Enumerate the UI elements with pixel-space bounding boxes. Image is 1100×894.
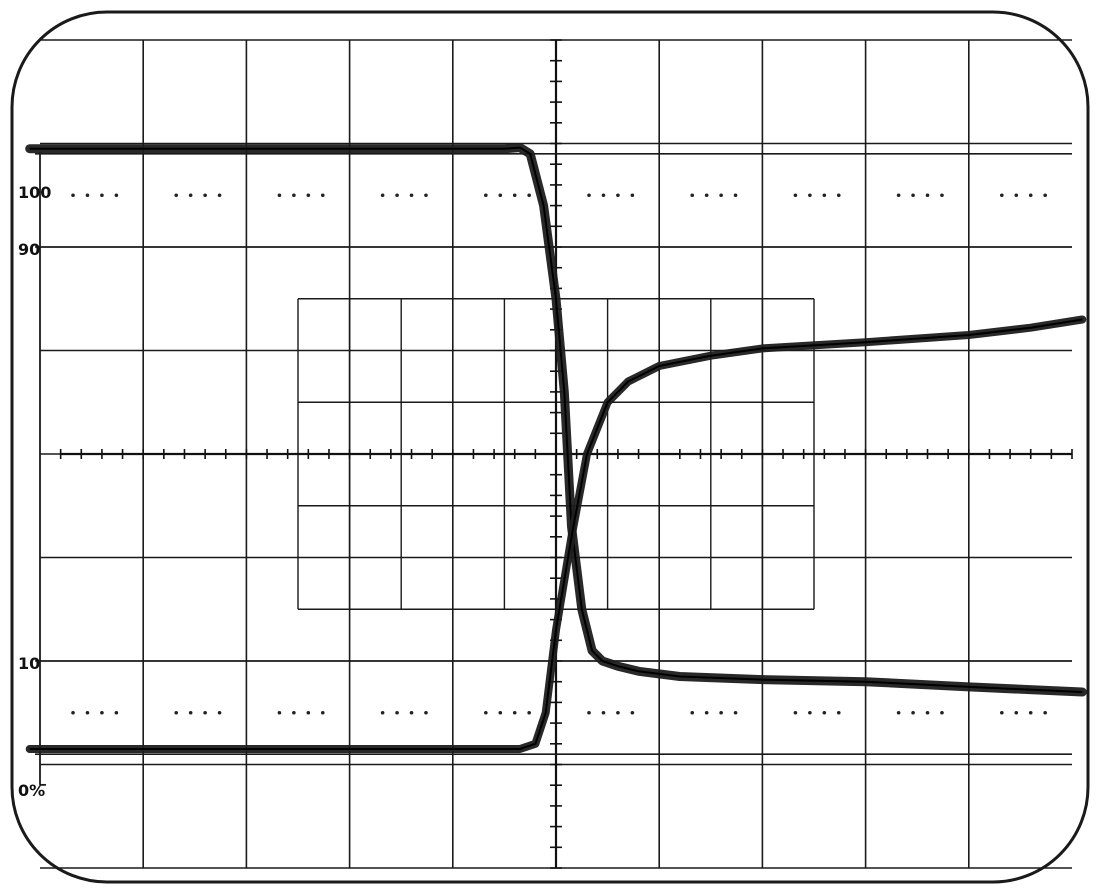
graticule-dot — [911, 193, 915, 198]
graticule-dot — [409, 710, 414, 715]
graticule-dot — [630, 193, 635, 198]
level-label: 0% — [18, 781, 45, 800]
graticule-dot — [896, 710, 901, 715]
graticule-dot — [217, 193, 222, 198]
screen-bezel — [10, 10, 1090, 884]
graticule-dot — [836, 193, 841, 198]
graticule-dot — [733, 710, 738, 715]
graticule-dot — [940, 710, 944, 715]
graticule-dot — [719, 710, 723, 715]
graticule-dot — [1000, 710, 1004, 715]
graticule-dot — [306, 193, 311, 198]
graticule-dot — [306, 710, 311, 715]
traces — [25, 143, 1087, 753]
graticule-dot — [527, 193, 531, 198]
graticule-dot — [498, 193, 503, 198]
dotted-reference-rows — [71, 193, 1047, 715]
graticule-dot — [630, 710, 635, 715]
graticule-dot — [395, 710, 399, 715]
graticule-dot — [822, 710, 827, 715]
graticule-dot — [100, 193, 104, 198]
graticule-dot — [277, 710, 282, 715]
graticule-dot — [174, 710, 179, 715]
graticule-dot — [836, 710, 841, 715]
graticule-dot — [203, 193, 207, 198]
graticule-dot — [616, 710, 620, 715]
level-label: 100 — [18, 183, 51, 202]
graticule-dot — [896, 193, 901, 198]
graticule-dot — [808, 193, 812, 198]
graticule-dot — [616, 193, 620, 198]
trace-core — [29, 146, 1083, 693]
graticule-dot — [1028, 193, 1033, 198]
graticule-dot — [925, 193, 930, 198]
level-labels: 100 90 10 0% — [18, 183, 51, 800]
graticule-dot — [1043, 193, 1047, 198]
graticule-dot — [114, 710, 119, 715]
graticule-dot — [940, 193, 944, 198]
graticule-dot — [424, 710, 428, 715]
graticule-dot — [320, 193, 325, 198]
graticule-dot — [424, 193, 428, 198]
graticule-dot — [188, 193, 193, 198]
graticule-dot — [925, 710, 930, 715]
graticule-dot — [188, 710, 193, 715]
graticule-dot — [587, 710, 591, 715]
graticule-dot — [409, 193, 414, 198]
trace-core — [29, 318, 1083, 750]
graticule-dot — [498, 710, 503, 715]
graticule-dot — [320, 710, 325, 715]
level-label: 90 — [18, 240, 40, 259]
graticule-dot — [587, 193, 591, 198]
graticule-dot — [512, 193, 517, 198]
graticule-dot — [85, 193, 90, 198]
graticule-dot — [71, 193, 75, 198]
graticule-dot — [719, 193, 723, 198]
graticule-dot — [793, 710, 798, 715]
graticule-dot — [527, 710, 531, 715]
graticule-dot — [512, 710, 517, 715]
graticule-dot — [380, 193, 385, 198]
graticule-dot — [292, 710, 296, 715]
graticule-dot — [1028, 710, 1033, 715]
graticule-dot — [601, 193, 606, 198]
graticule-dot — [203, 710, 207, 715]
graticule-dot — [793, 193, 798, 198]
graticule-dot — [217, 710, 222, 715]
graticule-dot — [690, 710, 695, 715]
graticule-dot — [380, 710, 385, 715]
graticule-dot — [395, 193, 399, 198]
graticule-dot — [1043, 710, 1047, 715]
graticule-dot — [1014, 193, 1019, 198]
graticule-dot — [484, 710, 488, 715]
graticule-dot — [704, 193, 709, 198]
graticule-dot — [601, 710, 606, 715]
graticule-dot — [704, 710, 709, 715]
graticule-dot — [733, 193, 738, 198]
graticule-dot — [174, 193, 179, 198]
graticule-dot — [85, 710, 90, 715]
graticule-dot — [1000, 193, 1004, 198]
graticule-dot — [911, 710, 915, 715]
graticule-dot — [484, 193, 488, 198]
graticule-dot — [100, 710, 104, 715]
graticule-dot — [822, 193, 827, 198]
graticule-dot — [292, 193, 296, 198]
graticule-dot — [1014, 710, 1019, 715]
graticule-dot — [690, 193, 695, 198]
graticule-dot — [277, 193, 282, 198]
level-label: 10 — [18, 654, 40, 673]
graticule-dot — [114, 193, 119, 198]
graticule-dot — [808, 710, 812, 715]
graticule-dot — [71, 710, 75, 715]
